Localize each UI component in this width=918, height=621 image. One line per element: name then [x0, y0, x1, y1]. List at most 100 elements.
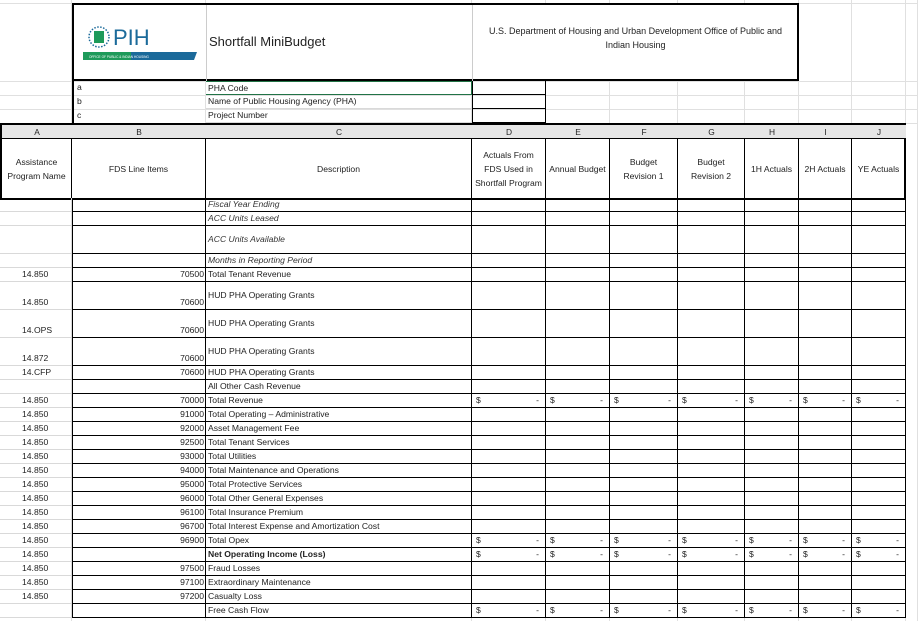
value-cell-h[interactable]: [745, 520, 799, 534]
column-letter-h[interactable]: H: [745, 123, 799, 139]
column-letter-j[interactable]: J: [852, 123, 906, 139]
value-cell-f[interactable]: [610, 254, 678, 268]
fds-line-item-cell[interactable]: [72, 380, 206, 394]
fds-line-item-cell[interactable]: 95000: [72, 478, 206, 492]
value-cell-i[interactable]: [799, 450, 852, 464]
description-cell[interactable]: ACC Units Available: [206, 226, 472, 254]
value-cell-e[interactable]: [546, 226, 610, 254]
value-cell-i[interactable]: [799, 268, 852, 282]
fds-line-item-cell[interactable]: 92000: [72, 422, 206, 436]
program-name-cell[interactable]: 14.850: [0, 450, 72, 464]
value-cell-j[interactable]: [852, 212, 906, 226]
value-cell-i[interactable]: [799, 254, 852, 268]
fds-line-item-cell[interactable]: 94000: [72, 464, 206, 478]
value-cell-i[interactable]: [799, 562, 852, 576]
description-cell[interactable]: HUD PHA Operating Grants: [206, 282, 472, 310]
description-cell[interactable]: Casualty Loss: [206, 590, 472, 604]
description-cell[interactable]: Net Operating Income (Loss): [206, 548, 472, 562]
value-cell-h[interactable]: [745, 506, 799, 520]
value-cell-e[interactable]: [546, 380, 610, 394]
column-letter-c[interactable]: C: [206, 123, 472, 139]
value-cell-d[interactable]: [472, 478, 546, 492]
value-cell-g[interactable]: [678, 380, 745, 394]
value-cell-d[interactable]: [472, 338, 546, 366]
value-cell-h[interactable]: [745, 436, 799, 450]
description-cell[interactable]: Asset Management Fee: [206, 422, 472, 436]
value-cell-i[interactable]: [799, 226, 852, 254]
fds-line-item-cell[interactable]: [72, 604, 206, 618]
value-cell-i[interactable]: [799, 408, 852, 422]
value-cell-f[interactable]: [610, 478, 678, 492]
value-cell-j[interactable]: [852, 338, 906, 366]
fds-line-item-cell[interactable]: 70600: [72, 282, 206, 310]
description-cell[interactable]: Extraordinary Maintenance: [206, 576, 472, 590]
value-cell-i[interactable]: [799, 198, 852, 212]
description-cell[interactable]: HUD PHA Operating Grants: [206, 366, 472, 380]
value-cell-g[interactable]: $ -: [678, 534, 745, 548]
fds-line-item-cell[interactable]: 91000: [72, 408, 206, 422]
description-cell[interactable]: Free Cash Flow: [206, 604, 472, 618]
program-name-cell[interactable]: [0, 198, 72, 212]
value-cell-h[interactable]: [745, 590, 799, 604]
value-cell-j[interactable]: [852, 506, 906, 520]
program-name-cell[interactable]: 14.850: [0, 408, 72, 422]
value-cell-f[interactable]: [610, 562, 678, 576]
value-cell-f[interactable]: [610, 380, 678, 394]
value-cell-j[interactable]: [852, 408, 906, 422]
value-cell-f[interactable]: [610, 310, 678, 338]
value-cell-f[interactable]: [610, 590, 678, 604]
info-label[interactable]: PHA Code: [206, 81, 472, 95]
program-name-cell[interactable]: 14.850: [0, 394, 72, 408]
value-cell-h[interactable]: [745, 268, 799, 282]
value-cell-e[interactable]: [546, 366, 610, 380]
fds-line-item-cell[interactable]: [72, 254, 206, 268]
value-cell-e[interactable]: [546, 576, 610, 590]
value-cell-h[interactable]: [745, 422, 799, 436]
column-letter-g[interactable]: G: [678, 123, 745, 139]
value-cell-d[interactable]: [472, 380, 546, 394]
column-letter-f[interactable]: F: [610, 123, 678, 139]
value-cell-f[interactable]: [610, 268, 678, 282]
value-cell-i[interactable]: [799, 576, 852, 590]
value-cell-f[interactable]: [610, 450, 678, 464]
fds-line-item-cell[interactable]: [72, 548, 206, 562]
description-cell[interactable]: Total Other General Expenses: [206, 492, 472, 506]
program-name-cell[interactable]: [0, 380, 72, 394]
value-cell-g[interactable]: [678, 226, 745, 254]
value-cell-f[interactable]: [610, 422, 678, 436]
value-cell-f[interactable]: [610, 520, 678, 534]
value-cell-g[interactable]: [678, 198, 745, 212]
value-cell-j[interactable]: [852, 268, 906, 282]
value-cell-f[interactable]: [610, 198, 678, 212]
fds-line-item-cell[interactable]: 96900: [72, 534, 206, 548]
value-cell-j[interactable]: [852, 310, 906, 338]
value-cell-g[interactable]: [678, 464, 745, 478]
value-cell-e[interactable]: [546, 338, 610, 366]
value-cell-f[interactable]: $ -: [610, 548, 678, 562]
value-cell-e[interactable]: $ -: [546, 604, 610, 618]
value-cell-j[interactable]: $ -: [852, 548, 906, 562]
program-name-cell[interactable]: 14.850: [0, 590, 72, 604]
value-cell-f[interactable]: [610, 282, 678, 310]
program-name-cell[interactable]: 14.850: [0, 268, 72, 282]
value-cell-h[interactable]: [745, 562, 799, 576]
info-value-field[interactable]: [472, 109, 546, 123]
value-cell-j[interactable]: [852, 464, 906, 478]
fds-line-item-cell[interactable]: 96700: [72, 520, 206, 534]
program-name-cell[interactable]: [0, 254, 72, 268]
fds-line-item-cell[interactable]: 70600: [72, 366, 206, 380]
value-cell-j[interactable]: [852, 422, 906, 436]
description-cell[interactable]: Total Tenant Revenue: [206, 268, 472, 282]
value-cell-g[interactable]: [678, 282, 745, 310]
value-cell-e[interactable]: [546, 408, 610, 422]
value-cell-h[interactable]: $ -: [745, 604, 799, 618]
value-cell-j[interactable]: [852, 198, 906, 212]
description-cell[interactable]: Fiscal Year Ending: [206, 198, 472, 212]
value-cell-e[interactable]: [546, 282, 610, 310]
value-cell-g[interactable]: [678, 562, 745, 576]
value-cell-g[interactable]: [678, 576, 745, 590]
value-cell-h[interactable]: [745, 198, 799, 212]
value-cell-g[interactable]: [678, 492, 745, 506]
value-cell-d[interactable]: [472, 562, 546, 576]
value-cell-h[interactable]: $ -: [745, 534, 799, 548]
